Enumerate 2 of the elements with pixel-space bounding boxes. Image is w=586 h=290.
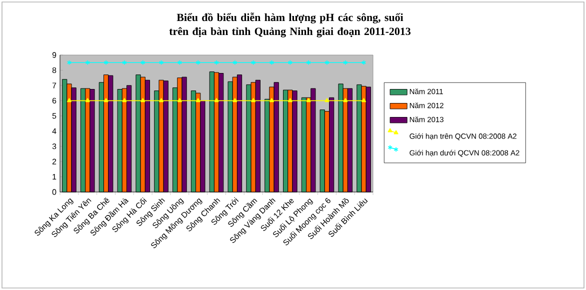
chart-title: Biểu đồ biểu diễn hàm lượng pH các sông, suối trên địa bàn tỉnh Quảng Ninh giai đoạn 2011-2013 bbox=[169, 12, 411, 38]
bar bbox=[214, 72, 220, 192]
